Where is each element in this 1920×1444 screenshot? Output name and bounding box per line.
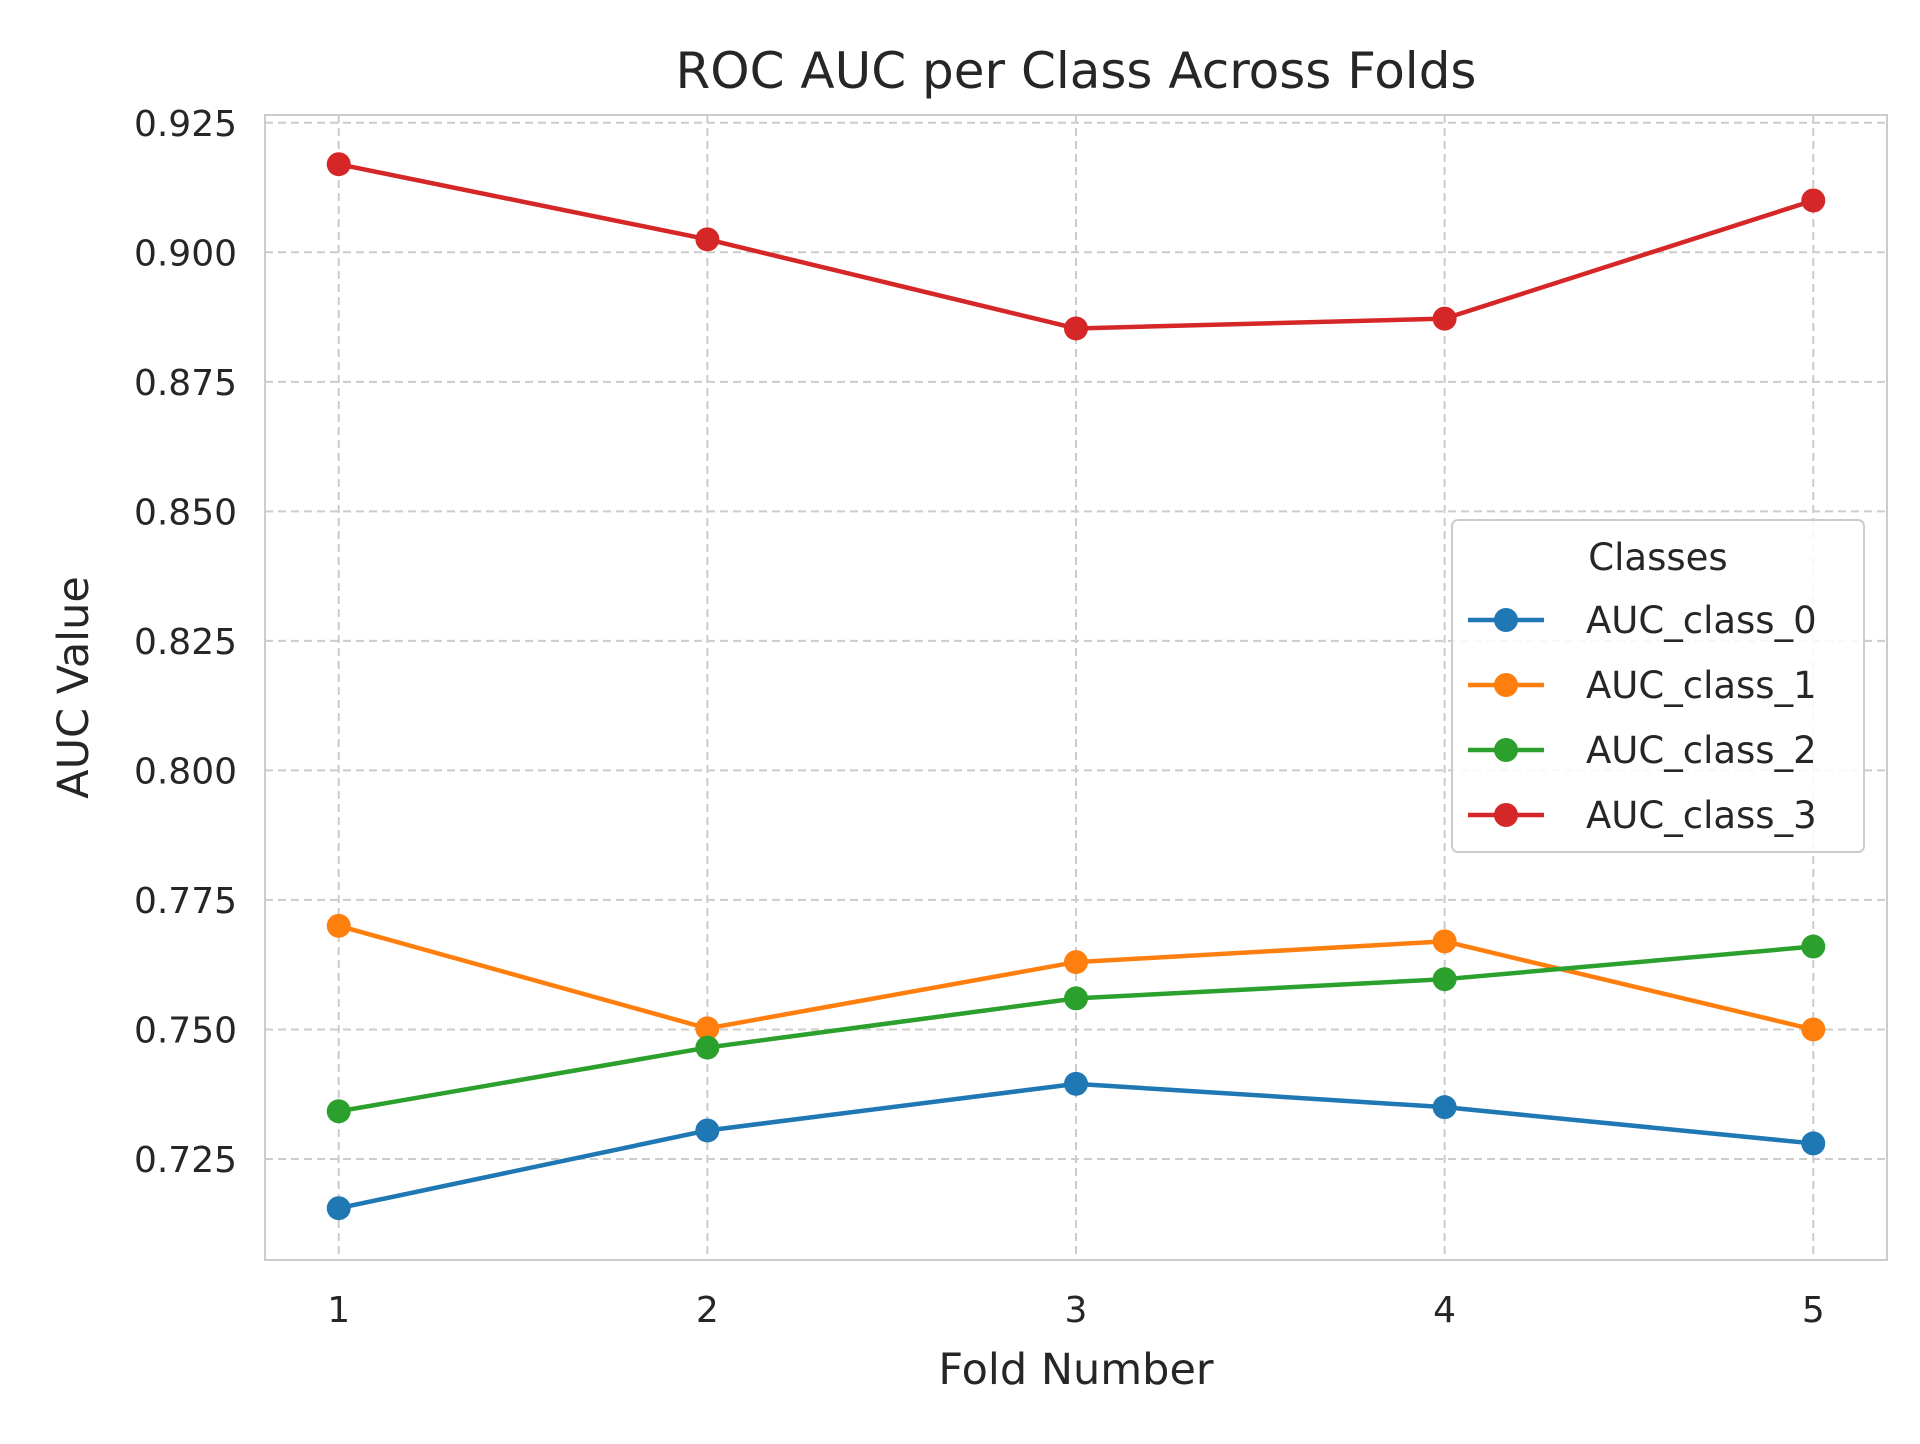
x-tick-label: 4 <box>1433 1290 1456 1331</box>
legend-item: AUC_class_2 <box>1468 729 1817 772</box>
series-AUC_class_0 <box>326 1071 1826 1221</box>
legend-label: AUC_class_0 <box>1586 599 1817 642</box>
y-tick-label: 0.925 <box>134 104 237 145</box>
x-tick-label: 3 <box>1065 1290 1088 1331</box>
legend-marker <box>1494 738 1518 762</box>
legend-label: AUC_class_2 <box>1586 729 1817 772</box>
data-point <box>326 1099 351 1124</box>
y-tick-label: 0.825 <box>134 622 237 663</box>
data-point <box>695 1118 720 1143</box>
data-point <box>1064 950 1088 975</box>
y-tick-label: 0.900 <box>134 233 237 274</box>
chart-title: ROC AUC per Class Across Folds <box>675 42 1476 100</box>
plot-frame <box>264 114 1888 1261</box>
y-tick-label: 0.725 <box>134 1140 237 1181</box>
legend-marker <box>1494 608 1518 632</box>
data-point <box>1432 929 1457 954</box>
series-AUC_class_3 <box>326 152 1826 341</box>
data-point <box>695 227 720 252</box>
y-tick-label: 0.750 <box>134 1010 237 1051</box>
data-point <box>695 1016 720 1041</box>
data-point <box>1801 1017 1826 1042</box>
legend-marker <box>1494 803 1518 827</box>
y-axis-label: AUC Value <box>49 576 99 799</box>
y-tick-label: 0.800 <box>134 751 237 792</box>
data-point <box>1432 967 1457 992</box>
legend-label: AUC_class_1 <box>1586 664 1817 707</box>
data-point <box>1432 306 1457 331</box>
data-point <box>1801 934 1826 959</box>
data-point <box>1064 1071 1088 1096</box>
data-point <box>1801 1131 1826 1156</box>
x-tick-label: 5 <box>1802 1290 1825 1331</box>
data-point <box>1064 316 1088 341</box>
grid <box>265 115 1887 1260</box>
data-point <box>1801 188 1826 213</box>
legend-box <box>1451 519 1865 853</box>
tick-labels: 0.725 0.750 0.775 0.800 0.825 0.850 0.875 0.900… <box>134 104 1825 1331</box>
legend-item: AUC_class_0 <box>1468 599 1817 642</box>
x-tick-label: 2 <box>696 1290 719 1331</box>
data-point <box>1432 1095 1457 1120</box>
series-AUC_class_2 <box>326 934 1826 1124</box>
legend-marker <box>1494 673 1518 697</box>
x-tick-label: 1 <box>327 1290 350 1331</box>
legend-item: AUC_class_1 <box>1468 664 1817 707</box>
series-group <box>326 152 1826 1221</box>
legend-label: AUC_class_3 <box>1586 794 1817 837</box>
legend-title: Classes <box>1588 536 1727 579</box>
data-point <box>695 1035 720 1060</box>
data-point <box>326 913 351 938</box>
data-point <box>326 152 351 177</box>
x-axis-label: Fold Number <box>938 1345 1213 1395</box>
y-tick-label: 0.850 <box>134 492 237 533</box>
legend: Classes AUC_class_0 AUC_class_1 AUC_class_… <box>1451 519 1865 853</box>
data-point <box>326 1196 351 1221</box>
y-tick-label: 0.775 <box>134 881 237 922</box>
series-AUC_class_1 <box>326 913 1826 1042</box>
legend-item: AUC_class_3 <box>1468 794 1817 837</box>
y-tick-label: 0.875 <box>134 363 237 404</box>
data-point <box>1064 986 1088 1011</box>
